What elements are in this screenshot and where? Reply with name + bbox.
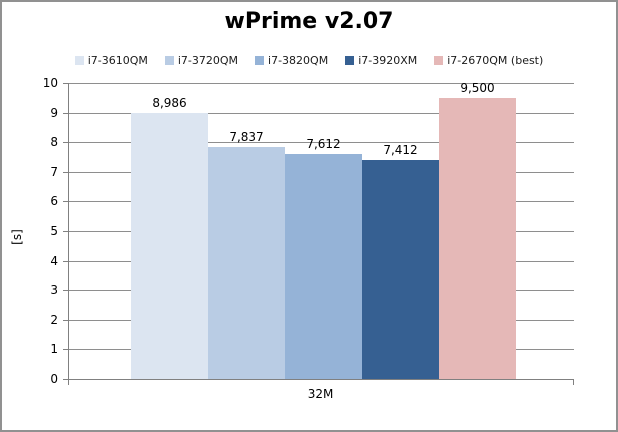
bar-value-label: 7,612: [306, 137, 341, 151]
y-tick-label: 3: [50, 283, 58, 297]
y-tick-mark: [63, 290, 68, 291]
x-axis-end-tick: [68, 380, 69, 385]
bar-value-label: 9,500: [460, 81, 495, 95]
y-tick-mark: [63, 172, 68, 173]
legend-label: i7-3610QM: [87, 54, 148, 67]
y-tick-mark: [63, 201, 68, 202]
bar-value-label: 8,986: [152, 96, 187, 110]
x-category-label: 32M: [307, 387, 334, 401]
y-tick-label: 4: [50, 254, 58, 268]
bar-i7-3820QM: [285, 154, 362, 379]
y-tick-mark: [63, 261, 68, 262]
legend-swatch-icon: [345, 56, 355, 65]
y-tick-label: 8: [50, 135, 58, 149]
y-tick-mark: [63, 320, 68, 321]
legend: i7-3610QM i7-3720QM i7-3820QM i7-3920XM i7-2…: [2, 54, 616, 67]
y-tick-label: 5: [50, 224, 58, 238]
y-tick-mark: [63, 349, 68, 350]
legend-label: i7-2670QM (best): [447, 54, 544, 67]
plot-area: 8,986 7,837 7,612 7,412 9,500: [68, 81, 574, 380]
bar-i7-3720QM: [208, 147, 285, 379]
gridline: [69, 113, 574, 114]
y-tick-mark: [63, 83, 68, 84]
legend-label: i7-3820QM: [268, 54, 329, 67]
legend-swatch-icon: [164, 56, 174, 65]
y-tick-mark: [63, 113, 68, 114]
bar-i7-2670QM (best): [439, 98, 516, 379]
legend-item: i7-3720QM: [164, 54, 239, 67]
legend-swatch-icon: [434, 56, 444, 65]
legend-item: i7-3820QM: [255, 54, 328, 67]
legend-label: i7-3920XM: [358, 54, 418, 67]
legend-item: i7-2670QM (best): [434, 54, 543, 67]
y-tick-label: 9: [50, 106, 58, 120]
y-tick-mark: [63, 231, 68, 232]
legend-swatch-icon: [255, 56, 265, 65]
bar-value-label: 7,837: [229, 130, 264, 144]
legend-swatch-icon: [74, 56, 84, 65]
y-tick-label: 2: [50, 313, 58, 327]
y-tick-mark: [63, 142, 68, 143]
legend-item: i7-3610QM: [74, 54, 148, 67]
bar-i7-3920XM: [362, 160, 439, 379]
y-tick-mark: [63, 379, 68, 380]
chart-title: wPrime v2.07: [224, 9, 394, 34]
bar-i7-3610QM: [131, 113, 208, 379]
y-tick-label: 6: [50, 194, 58, 208]
gridline: [69, 142, 574, 143]
legend-item: i7-3920XM: [345, 54, 417, 67]
y-tick-label: 1: [50, 342, 58, 356]
y-tick-label: 7: [50, 165, 58, 179]
y-tick-label: 10: [42, 76, 58, 90]
legend-label: i7-3720QM: [177, 54, 239, 67]
gridline: [69, 83, 574, 84]
x-axis-end-tick: [573, 380, 574, 385]
y-tick-label: 0: [50, 372, 58, 386]
bar-value-label: 7,412: [383, 143, 418, 157]
